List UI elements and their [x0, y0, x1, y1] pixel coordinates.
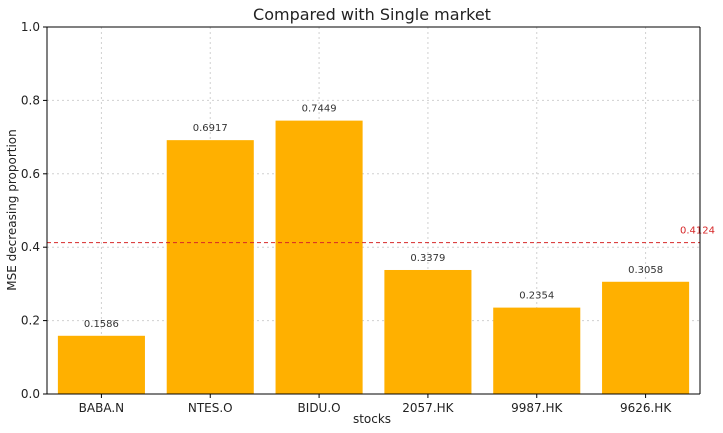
x-tick-label: NTES.O — [188, 401, 233, 415]
bar-BIDU.O — [275, 120, 363, 394]
x-tick-label: 9987.HK — [511, 401, 563, 415]
bar-BABA.N — [57, 335, 145, 394]
bar-2057.HK — [384, 269, 472, 394]
y-tick-label: 0.0 — [21, 387, 40, 401]
labels-layer: 0.1586 BABA.N 0.6917 NTES.O 0.7449 BIDU.O 0.33… — [21, 20, 672, 415]
x-tick-label: 9626.HK — [620, 401, 672, 415]
y-axis-title: MSE decreasing proportion — [5, 129, 19, 291]
x-tick-label: BIDU.O — [298, 401, 341, 415]
reference-line-layer: 0.4124 — [47, 226, 715, 244]
data-label-9626.HK: 0.3058 — [628, 265, 663, 276]
axes-layer — [43, 26, 701, 398]
data-label-BABA.N: 0.1586 — [84, 319, 119, 330]
x-tick-label: 2057.HK — [402, 401, 454, 415]
chart-title: Compared with Single market — [253, 5, 491, 24]
data-label-9987.HK: 0.2354 — [519, 291, 554, 302]
bar-9987.HK — [493, 307, 581, 394]
x-axis-title: stocks — [353, 412, 391, 426]
reference-line-label: 0.4124 — [680, 226, 715, 237]
y-tick-label: 0.8 — [21, 93, 40, 107]
y-tick-label: 0.4 — [21, 240, 40, 254]
x-tick-label: BABA.N — [79, 401, 124, 415]
data-label-2057.HK: 0.3379 — [410, 253, 445, 264]
y-tick-label: 1.0 — [21, 20, 40, 34]
bar-NTES.O — [166, 140, 254, 394]
bars-layer — [57, 120, 690, 394]
y-tick-label: 0.6 — [21, 167, 40, 181]
data-label-BIDU.O: 0.7449 — [302, 104, 337, 115]
bar-9626.HK — [602, 281, 690, 394]
data-label-NTES.O: 0.6917 — [193, 123, 228, 134]
y-tick-label: 0.2 — [21, 314, 40, 328]
